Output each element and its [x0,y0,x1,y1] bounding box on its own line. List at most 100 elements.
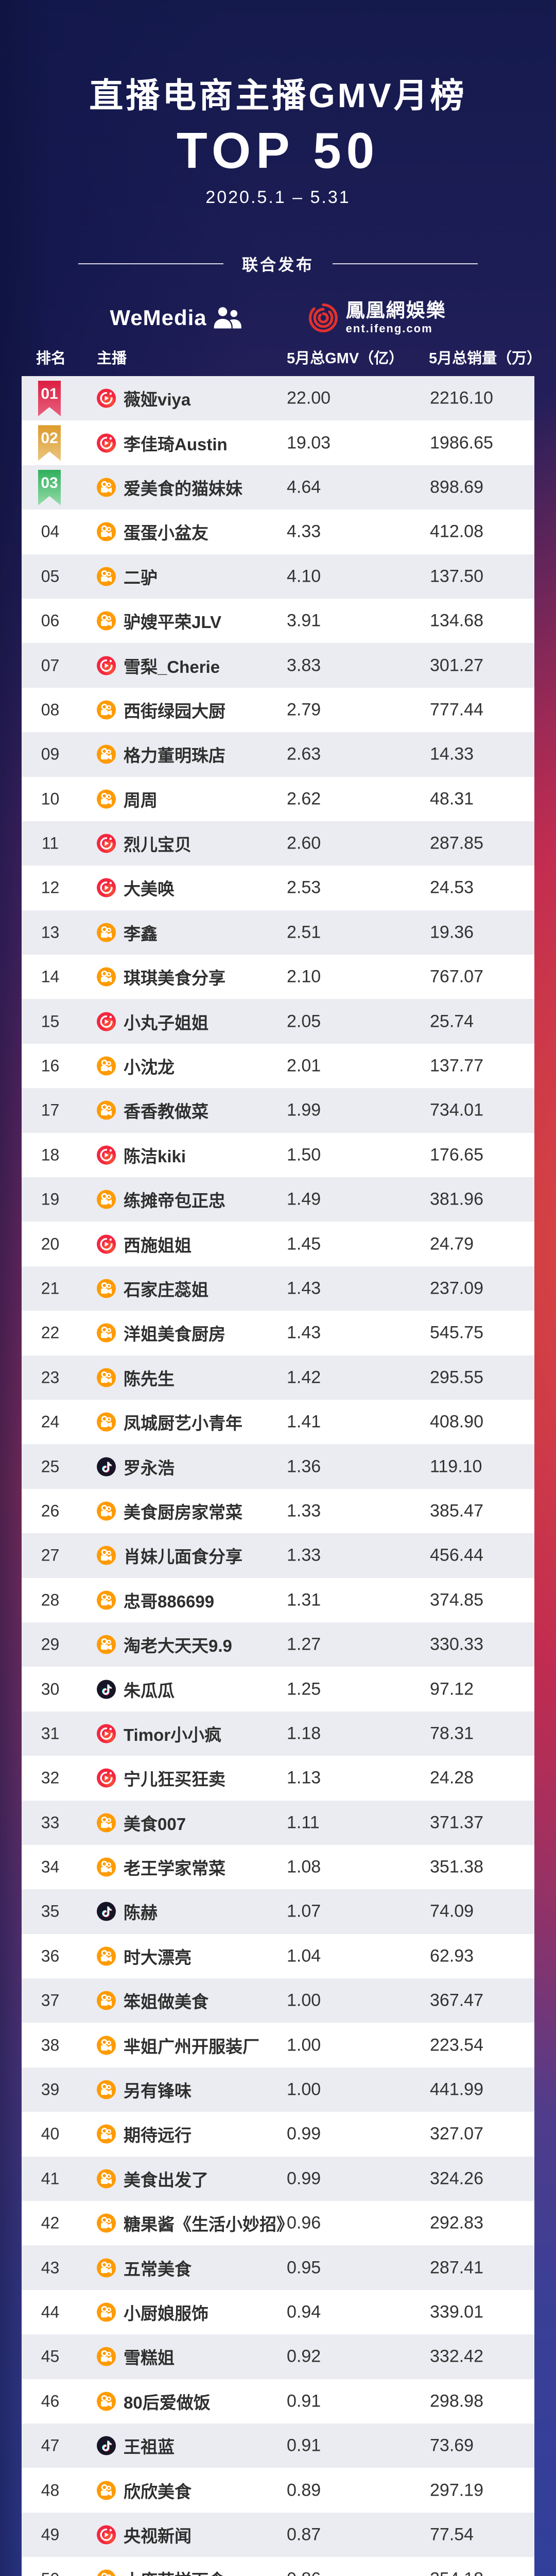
rank-label: 37 [41,1991,60,2010]
gmv-value: 0.87 [287,2524,321,2545]
sales-value: 327.07 [430,2124,483,2144]
gmv-value: 4.10 [287,566,321,586]
sales-value: 456.44 [430,1545,483,1565]
rank-label: 34 [41,1857,60,1876]
table-row: 34 老王学家常菜 1.08 [22,1844,534,1890]
gmv-value: 1.04 [287,1946,321,1966]
sales-value: 339.01 [430,2302,483,2322]
table-row: 05 二驴 4.10 [22,554,534,599]
sales-value: 137.77 [430,1056,483,1076]
kuaishou-icon [97,2036,116,2055]
kuaishou-icon [97,1590,116,1610]
kuaishou-icon [97,478,116,497]
column-header-gmv: 5月总GMV（亿） [287,350,404,367]
platform-icon [97,656,116,675]
anchor-name: 驴嫂平荣JLV [124,613,222,632]
rank-label: 46 [41,2392,60,2411]
table-row: 36 时大漂亮 1.04 [22,1934,534,1979]
kuaishou-icon [97,1412,116,1432]
taobao-live-icon [97,1724,116,1743]
rank-ribbon: 02 [38,425,61,461]
platform-icon [97,2525,116,2545]
table-row: 39 另有锋味 1.00 [22,2067,534,2112]
table-row: 18 陈洁kiki 1.50 [22,1132,534,1178]
ifeng-wordmark: 鳳凰網娛樂 [345,300,446,321]
table-row: 31 Timor小小疯 1. [22,1711,534,1756]
anchor-name: 二驴 [124,568,158,587]
platform-icon [97,567,116,586]
rank-label: 33 [41,1813,60,1832]
rank-label: 17 [41,1100,60,1120]
sales-value: 381.96 [430,1189,483,1209]
joint-release-label: 联合发布 [242,256,314,274]
kuaishou-icon [97,1190,116,1209]
anchor-name: 五常美食 [124,2259,192,2279]
kuaishou-icon [97,2347,116,2366]
rank-label: 48 [41,2481,60,2500]
kuaishou-icon [97,611,116,631]
kuaishou-icon [97,789,116,809]
table-row: 26 美食厨房家常菜 1.3 [22,1488,534,1534]
sales-value: 287.85 [430,833,483,853]
gmv-value: 2.05 [287,1011,321,1031]
ifeng-text-block: 鳳凰網娛樂 ent.ifeng.com [345,300,446,335]
rank-label: 20 [41,1234,60,1253]
anchor-name: 洋姐美食厨房 [124,1325,225,1344]
column-header-anchor: 主播 [97,350,127,367]
sales-value: 298.98 [430,2391,483,2411]
gmv-value: 1.36 [287,1456,321,1477]
kuaishou-icon [97,2213,116,2233]
rank-label: 16 [41,1056,60,1075]
table-row: 48 欣欣美食 0.89 [22,2468,534,2513]
gmv-value: 1.11 [287,1812,320,1833]
platform-icon [97,1590,116,1610]
platform-icon [97,478,116,497]
sales-value: 1986.65 [430,433,493,453]
platform-icon [97,834,116,853]
gmv-value: 1.27 [287,1634,321,1654]
rank-label: 47 [41,2436,60,2455]
kuaishou-icon [97,2124,116,2144]
sales-value: 78.31 [430,1723,474,1743]
platform-icon [97,1813,116,1833]
publisher-logos: WeMedia 鳳凰網娛樂 ent.ifeng.co [0,300,556,335]
sales-value: 367.47 [430,1990,483,2010]
table-row: 20 西施姐姐 1.45 [22,1222,534,1266]
rank-label: 14 [41,967,60,986]
rank-label: 38 [41,2036,60,2055]
rank-label: 30 [41,1680,60,1699]
table-row: 32 宁儿狂买狂卖 1.13 [22,1756,534,1801]
sales-value: 176.65 [430,1145,483,1165]
rank-label: 07 [41,656,60,675]
rank-label: 08 [41,700,60,719]
table-row: 04 蛋蛋小盆友 4.33 [22,510,534,554]
gmv-value: 0.95 [287,2258,321,2278]
table-row: 40 期待远行 0.99 [22,2112,534,2157]
sales-value: 19.36 [430,922,474,942]
gmv-value: 1.99 [287,1100,321,1120]
kuaishou-icon [97,1368,116,1387]
anchor-name: 小厨娘服饰 [124,2303,208,2323]
platform-icon [97,1501,116,1521]
sales-value: 119.10 [430,1456,482,1477]
kuaishou-icon [97,1946,116,1966]
kuaishou-icon [97,2569,115,2576]
anchor-name: 西施姐姐 [124,1235,192,1255]
gmv-value: 2.62 [287,789,321,809]
table-row: 10 周周 2.62 [22,776,534,821]
gmv-value: 1.33 [287,1545,321,1565]
gmv-value: 1.25 [287,1679,321,1699]
rank-label: 15 [41,1012,60,1031]
gmv-value: 1.50 [287,1145,321,1165]
sales-value: 287.41 [430,2258,483,2278]
column-header-rank: 排名 [36,350,66,367]
anchor-name: 期待远行 [124,2126,192,2145]
anchor-name: 肖妹儿面食分享 [124,1547,242,1567]
sales-value: 74.09 [430,1901,474,1921]
kuaishou-icon [97,744,116,764]
kuaishou-icon [97,1501,116,1521]
kuaishou-icon [97,1056,116,1076]
anchor-name: 笨姐做美食 [124,1992,208,2012]
ribbon-rank-label: 01 [41,385,58,402]
sales-value: 73.69 [430,2435,474,2455]
